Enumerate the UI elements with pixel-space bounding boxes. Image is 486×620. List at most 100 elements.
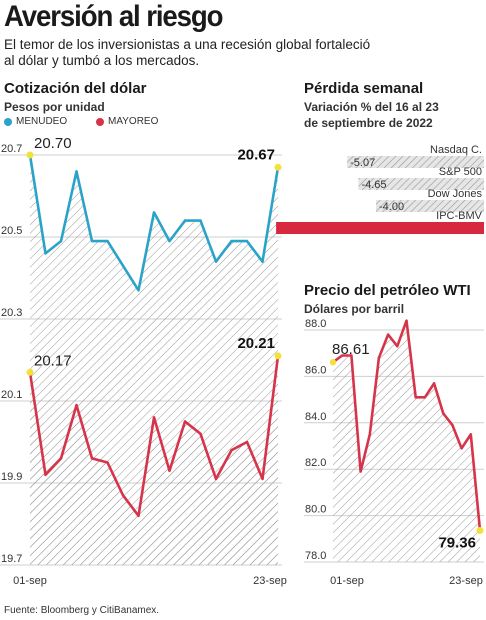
dollar-chart-title: Cotización del dólar	[4, 80, 147, 97]
loss-chart-subtitle-2: de septiembre de 2022	[304, 116, 433, 130]
dollar-point	[75, 403, 78, 407]
dollar-point	[214, 477, 218, 481]
loss-category-label: IPC-BMV	[436, 210, 483, 222]
oil-point	[405, 319, 408, 322]
dollar-point	[230, 239, 233, 243]
dollar-point	[121, 494, 125, 497]
dollar-start-label: 20.17	[34, 352, 72, 369]
legend-mayoreo-swatch	[96, 117, 104, 126]
oil-point	[340, 354, 344, 357]
dollar-start-marker	[26, 151, 34, 159]
oil-point	[432, 382, 436, 385]
dollar-end-label: 20.67	[237, 146, 275, 163]
dollar-start-label: 20.70	[34, 135, 72, 152]
oil-point	[442, 412, 445, 415]
dollar-point	[199, 219, 202, 222]
loss-category-label: S&P 500	[439, 166, 482, 178]
dollar-end-marker	[274, 352, 282, 360]
oil-y-tick: 86.0	[305, 364, 326, 376]
loss-category-label: Nasdaq C.	[430, 144, 482, 156]
dollar-x-tick: 01-sep	[13, 575, 47, 587]
dollar-y-tick: 20.3	[1, 307, 22, 319]
loss-category-label: Dow Jones	[428, 188, 483, 200]
dollar-point	[106, 461, 109, 464]
legend-mayoreo: MAYOREO	[96, 116, 158, 127]
loss-value-label: -4.65	[361, 179, 386, 191]
oil-point	[368, 433, 371, 436]
dollar-point	[214, 260, 218, 263]
legend-menudeo: MENUDEO	[4, 116, 67, 127]
loss-bar-nasdaq-c-	[347, 156, 484, 168]
page-title: Aversión al riesgo	[4, 0, 224, 33]
oil-point	[377, 356, 381, 360]
oil-x-tick: 23-sep	[449, 575, 483, 587]
dollar-point	[261, 477, 264, 481]
dollar-point	[245, 239, 249, 243]
dollar-y-tick: 19.7	[1, 553, 22, 565]
oil-y-tick: 88.0	[305, 318, 326, 330]
dollar-point	[199, 432, 202, 435]
dollar-point	[152, 416, 156, 419]
oil-start-marker	[329, 359, 337, 366]
dollar-area-mayoreo	[30, 355, 278, 565]
dollar-point	[121, 264, 125, 267]
dollar-point	[106, 239, 109, 243]
legend-menudeo-swatch	[4, 117, 12, 126]
dollar-y-tick: 20.1	[1, 389, 22, 401]
oil-chart-title: Precio del petróleo WTI	[304, 282, 471, 299]
oil-chart-unit: Dólares por barril	[304, 302, 405, 316]
legend-menudeo-label: MENUDEO	[16, 116, 68, 127]
oil-area	[333, 320, 480, 562]
dollar-point	[137, 289, 140, 292]
oil-point	[386, 333, 390, 336]
dollar-point	[44, 252, 47, 255]
oil-start-label: 86.61	[332, 341, 370, 358]
oil-point	[359, 470, 362, 473]
oil-y-tick: 80.0	[305, 504, 326, 516]
oil-point	[460, 447, 463, 450]
oil-end-marker	[476, 526, 484, 534]
dollar-y-tick: 20.7	[1, 143, 22, 155]
oil-point	[451, 423, 454, 427]
loss-bar-ipc-bmv	[276, 222, 484, 234]
oil-y-tick: 84.0	[305, 411, 326, 423]
oil-y-tick: 82.0	[305, 457, 326, 469]
subtitle-line-1: El temor de los inversionistas a una rec…	[4, 37, 371, 52]
dollar-point	[59, 457, 63, 460]
dollar-y-tick: 20.5	[1, 225, 22, 237]
dollar-point	[152, 211, 156, 214]
loss-bar-s-p-500	[358, 178, 484, 190]
dollar-point	[44, 473, 47, 476]
dollar-point	[183, 219, 187, 222]
dollar-point	[245, 440, 249, 444]
dollar-point	[75, 170, 78, 173]
dollar-point	[90, 457, 94, 460]
dollar-end-marker	[274, 163, 282, 171]
dollar-y-tick: 19.9	[1, 471, 22, 483]
dollar-point	[90, 239, 94, 243]
loss-value-label: -5.07	[350, 157, 375, 169]
oil-point	[423, 396, 427, 399]
oil-x-tick: 01-sep	[330, 575, 364, 587]
loss-bar-dow-jones	[376, 200, 484, 212]
loss-chart-subtitle-1: Variación % del 16 al 23	[304, 100, 439, 114]
dollar-point	[168, 469, 171, 472]
legend-mayoreo-label: MAYOREO	[108, 116, 159, 127]
dollar-point	[261, 260, 264, 263]
dollar-point	[168, 239, 171, 243]
oil-end-label: 79.36	[438, 534, 476, 551]
oil-point	[469, 433, 473, 436]
source-note: Fuente: Bloomberg y CitiBanamex.	[4, 605, 160, 616]
dollar-point	[59, 239, 63, 243]
oil-point	[414, 396, 417, 399]
subtitle-line-2: al dólar y tumbó a los mercados.	[4, 53, 200, 68]
oil-point	[396, 345, 399, 348]
dollar-chart-unit: Pesos por unidad	[4, 100, 105, 114]
loss-value-label: -4.00	[379, 201, 404, 213]
oil-point	[350, 354, 353, 357]
dollar-x-tick: 23-sep	[253, 575, 287, 587]
dollar-point	[183, 420, 187, 423]
loss-chart-title: Pérdida semanal	[304, 80, 424, 97]
dollar-start-marker	[26, 368, 34, 376]
